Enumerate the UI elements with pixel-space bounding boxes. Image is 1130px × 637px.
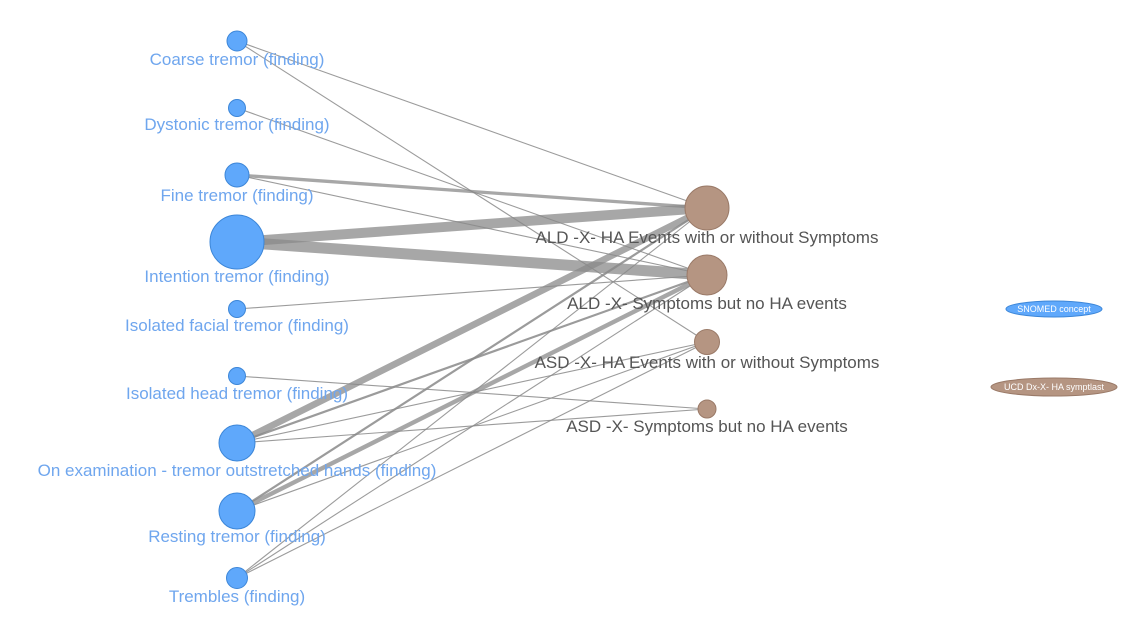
node-label-dystonic: Dystonic tremor (finding) — [144, 115, 329, 134]
node-label-intention: Intention tremor (finding) — [144, 267, 329, 286]
node-label-trembles: Trembles (finding) — [169, 587, 305, 606]
node-onexam[interactable] — [218, 424, 256, 462]
node-label-fine: Fine tremor (finding) — [160, 186, 313, 205]
node-resting[interactable] — [218, 492, 256, 530]
node-label-resting: Resting tremor (finding) — [148, 527, 326, 546]
node-label-isohead: Isolated head tremor (finding) — [126, 384, 348, 403]
node-label-asd_sym: ASD -X- Symptoms but no HA events — [566, 417, 848, 436]
node-coarse[interactable] — [226, 30, 248, 52]
edge-fine-ald_ha — [236, 173, 708, 210]
node-trembles[interactable] — [226, 567, 248, 589]
legend-ucd-swatch — [990, 377, 1118, 397]
edge-trembles-ald_ha — [236, 207, 708, 579]
node-isofacial[interactable] — [228, 300, 246, 318]
node-label-ald_sym: ALD -X- Symptoms but no HA events — [567, 294, 847, 313]
node-fine[interactable] — [224, 162, 250, 188]
edge-resting-ald_ha — [236, 207, 708, 512]
node-asd_sym[interactable] — [697, 399, 717, 419]
node-label-coarse: Coarse tremor (finding) — [150, 50, 325, 69]
node-ald_sym[interactable] — [686, 254, 728, 296]
edge-layer — [235, 40, 709, 579]
legend-snomed-swatch — [1005, 300, 1103, 318]
edge-isofacial-ald_sym — [236, 274, 708, 310]
edge-trembles-ald_sym — [236, 274, 708, 579]
node-intention[interactable] — [209, 214, 265, 270]
node-layer — [209, 30, 730, 589]
node-label-asd_ha: ASD -X- HA Events with or without Sympto… — [535, 353, 880, 372]
edge-coarse-ald_ha — [236, 40, 708, 209]
label-layer: Coarse tremor (finding) Dystonic tremor (… — [38, 50, 880, 606]
edge-intention-ald_ha — [236, 203, 708, 247]
node-label-isofacial: Isolated facial tremor (finding) — [125, 316, 349, 335]
edge-trembles-asd_ha — [236, 341, 708, 579]
node-label-onexam: On examination - tremor outstretched han… — [38, 461, 437, 480]
node-dystonic[interactable] — [228, 99, 246, 117]
node-isohead[interactable] — [228, 367, 246, 385]
legend: SNOMED concept UCD Dx-X- HA symptlast — [990, 300, 1118, 397]
legend-ucd-label: UCD Dx-X- HA symptlast — [1004, 382, 1105, 392]
legend-snomed-label: SNOMED concept — [1017, 304, 1091, 314]
edge-onexam-ald_ha — [235, 205, 709, 446]
node-label-ald_ha: ALD -X- HA Events with or without Sympto… — [536, 228, 879, 247]
node-ald_ha[interactable] — [684, 185, 730, 231]
node-asd_ha[interactable] — [694, 329, 720, 355]
